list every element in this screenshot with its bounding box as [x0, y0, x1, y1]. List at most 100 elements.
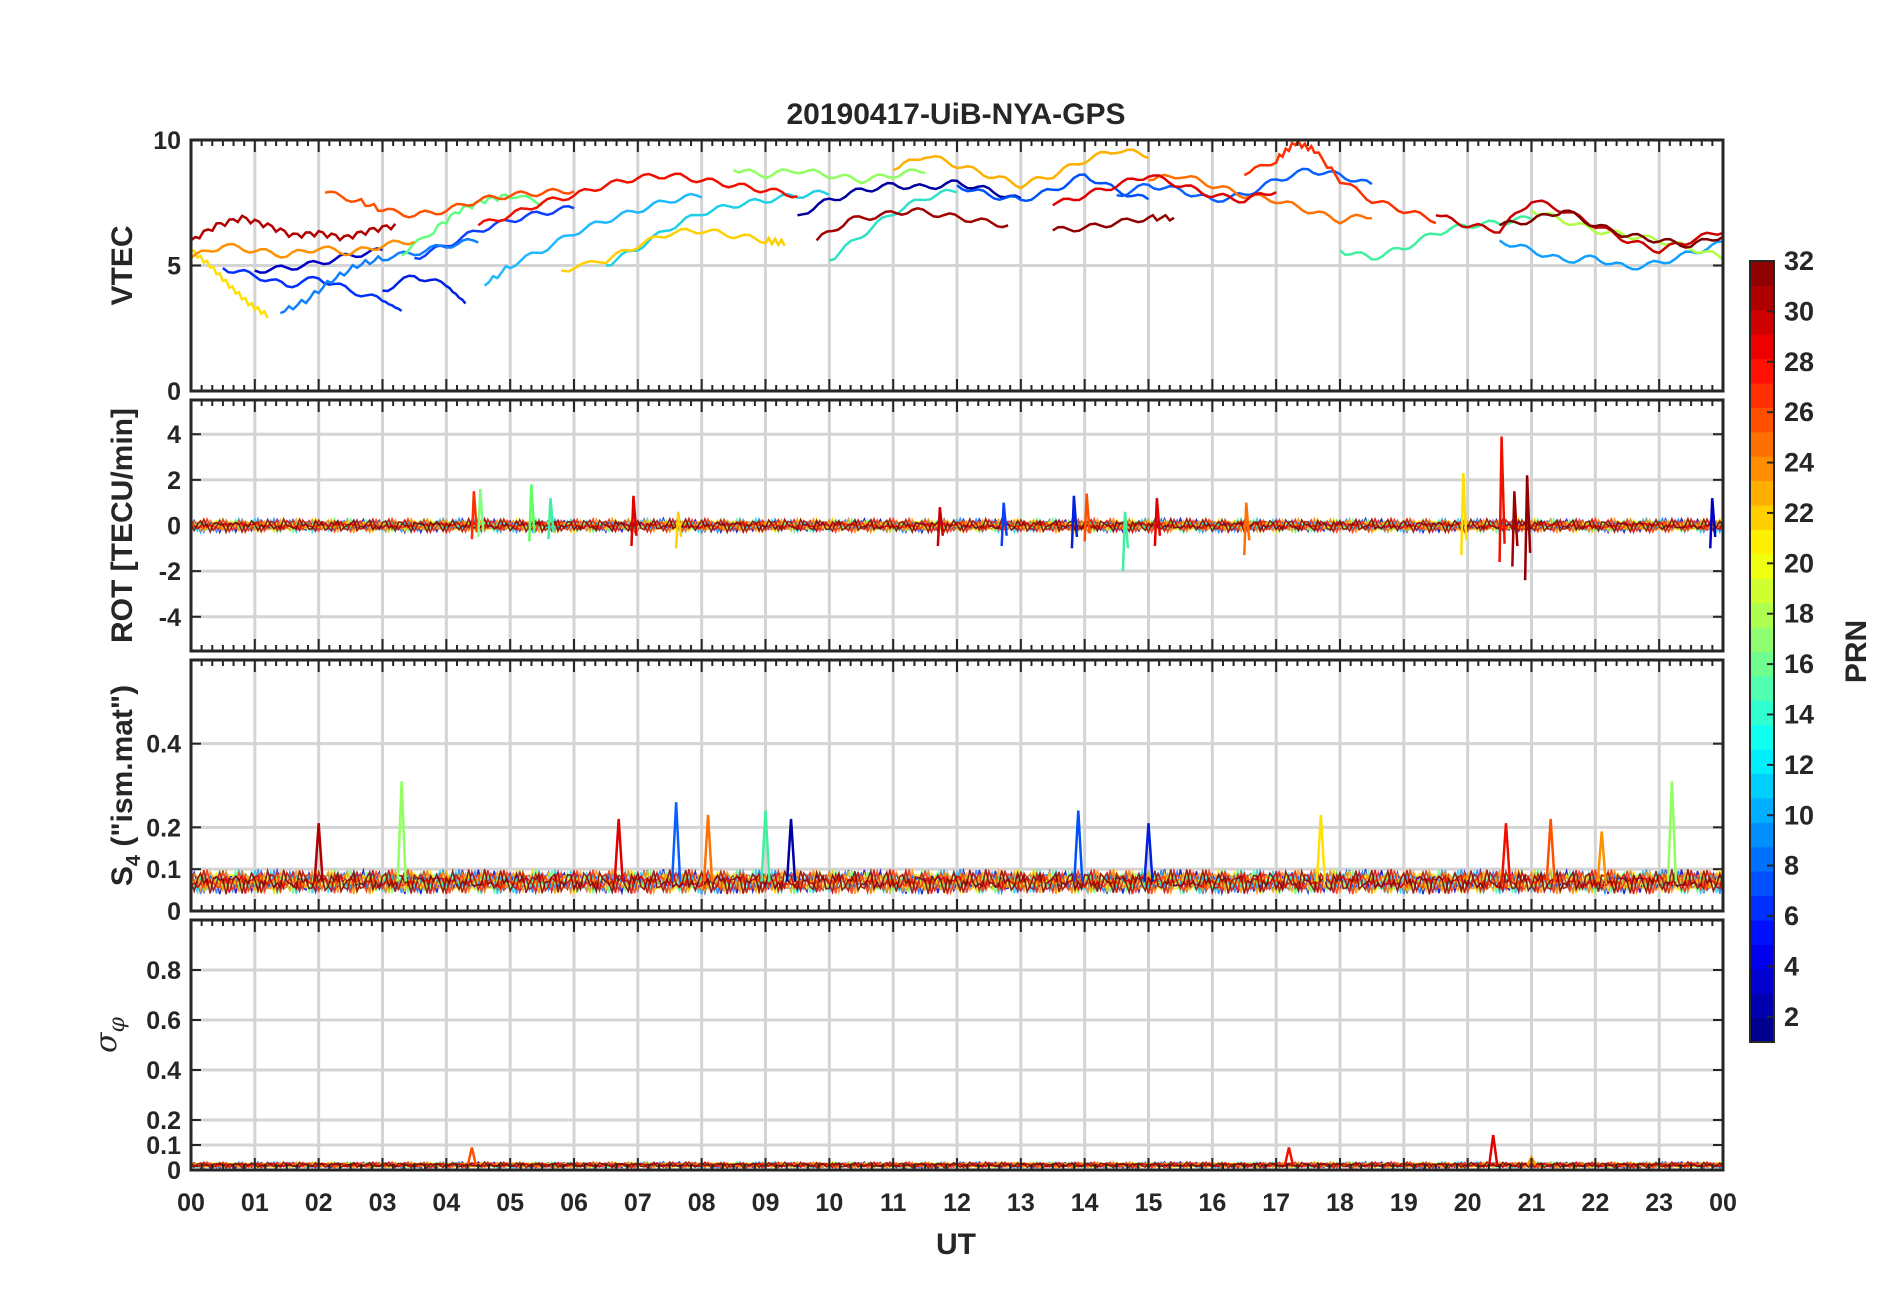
colorbar-segment	[1750, 944, 1774, 970]
spike	[1143, 823, 1154, 882]
chart-title: 20190417-UiB-NYA-GPS	[786, 98, 1125, 131]
series-line	[561, 227, 786, 273]
series-group	[190, 781, 1724, 896]
panel-frame	[189, 918, 1725, 1172]
spike	[1000, 502, 1008, 547]
y-label-main: S	[106, 866, 139, 886]
colorbar-tick-label: 24	[1784, 448, 1814, 478]
colorbar-segment	[1750, 993, 1774, 1019]
colorbar-tick-label: 6	[1784, 901, 1799, 931]
y-tick-label: 2	[167, 467, 181, 495]
spike	[785, 818, 797, 882]
x-tick-label: 06	[560, 1189, 588, 1217]
series-line	[828, 188, 958, 262]
spike	[1315, 814, 1327, 882]
colorbar-segment	[1750, 627, 1774, 652]
x-tick-label: 02	[305, 1189, 333, 1217]
spike	[1666, 781, 1678, 882]
colorbar-segment	[1750, 968, 1774, 994]
colorbar-segment	[1750, 553, 1774, 579]
series-line	[1530, 209, 1724, 261]
spike	[613, 818, 624, 882]
colorbar-segment	[1750, 431, 1774, 457]
panel-vtec: 0 5 10 VTEC	[106, 127, 1725, 406]
spike	[1500, 823, 1512, 882]
y-axis-label: VTEC	[106, 225, 139, 305]
x-tick-label: 17	[1262, 1189, 1290, 1217]
series-line	[483, 192, 703, 287]
colorbar-segment	[1750, 1017, 1774, 1043]
colorbar-segment	[1750, 261, 1774, 286]
x-tick-label: 00	[177, 1189, 205, 1217]
series-line	[1498, 239, 1723, 271]
x-tick-label: 13	[1007, 1189, 1035, 1217]
x-tick-label: 07	[624, 1189, 652, 1217]
colorbar-segment	[1750, 724, 1774, 750]
colorbar-segment	[1750, 846, 1774, 872]
x-tick-label: 03	[369, 1189, 397, 1217]
colorbar-tick-label: 28	[1784, 347, 1814, 377]
spike	[1487, 1134, 1499, 1166]
x-tick-label: 09	[752, 1189, 780, 1217]
y-axis-label: σφ	[89, 1016, 130, 1052]
spike	[1083, 493, 1091, 542]
series-group	[190, 138, 1724, 319]
colorbar-tick-label: 12	[1784, 750, 1814, 780]
colorbar-tick-label: 26	[1784, 397, 1814, 427]
spike	[760, 810, 771, 882]
spike	[396, 781, 407, 882]
x-tick-label: 12	[943, 1189, 971, 1217]
y-tick-label: 0.4	[146, 731, 181, 759]
y-tick-label: 0	[167, 898, 181, 926]
series-line	[382, 274, 467, 305]
y-tick-label: 0	[167, 1157, 181, 1185]
colorbar-segment	[1750, 456, 1774, 482]
spike	[670, 802, 682, 882]
x-tick-label: 08	[688, 1189, 716, 1217]
series-line	[956, 173, 1150, 203]
spike	[528, 484, 536, 542]
x-tick-label: 05	[496, 1189, 524, 1217]
series-line	[1243, 138, 1437, 225]
colorbar-tick-label: 32	[1784, 246, 1814, 276]
series-line	[279, 237, 479, 315]
colorbar-frame	[1749, 260, 1775, 1043]
noise-band	[190, 867, 1724, 896]
series-line	[254, 247, 383, 274]
spike	[1121, 511, 1130, 572]
y-axis-label: S4 ("ism.mat")	[106, 685, 145, 886]
noise-band	[190, 867, 1724, 896]
colorbar-segment	[1750, 578, 1774, 604]
colorbar-segment	[1750, 871, 1774, 897]
x-tick-label: 16	[1198, 1189, 1226, 1217]
colorbar-label: PRN	[1840, 620, 1873, 683]
colorbar-tick-label: 10	[1784, 800, 1814, 830]
x-tick-label: 23	[1645, 1189, 1673, 1217]
colorbar-segment	[1750, 529, 1774, 555]
spike	[1283, 1147, 1295, 1166]
x-tick-label: 15	[1135, 1189, 1163, 1217]
series-line	[477, 172, 798, 227]
colorbar-segment	[1750, 822, 1774, 848]
panel-frame	[189, 658, 1725, 913]
colorbar-tick-label: 18	[1784, 599, 1814, 629]
y-tick-label: 5	[167, 253, 181, 281]
colorbar-segment	[1750, 505, 1774, 530]
noise-band	[190, 516, 1724, 535]
y-tick-label: 0	[167, 378, 181, 406]
colorbar-segment	[1750, 358, 1774, 384]
y-tick-label: -2	[159, 558, 181, 586]
spike	[1498, 436, 1506, 563]
x-tick-label: 20	[1454, 1189, 1482, 1217]
x-axis: 00 01 02 03 04 05 06 07 08 09 10 11 12 13 14 15 16 17 18 19…	[177, 1189, 1737, 1217]
spike	[1526, 1154, 1537, 1166]
panel-s4: 00.10.20.4S4 ("ism.mat")	[106, 658, 1725, 926]
spike	[1708, 498, 1717, 549]
y-label-main: σ	[89, 1031, 124, 1053]
series-line	[1498, 209, 1724, 249]
x-tick-label: 11	[880, 1189, 907, 1217]
series-line	[1148, 173, 1372, 225]
y-label-sub: 4	[123, 854, 145, 866]
